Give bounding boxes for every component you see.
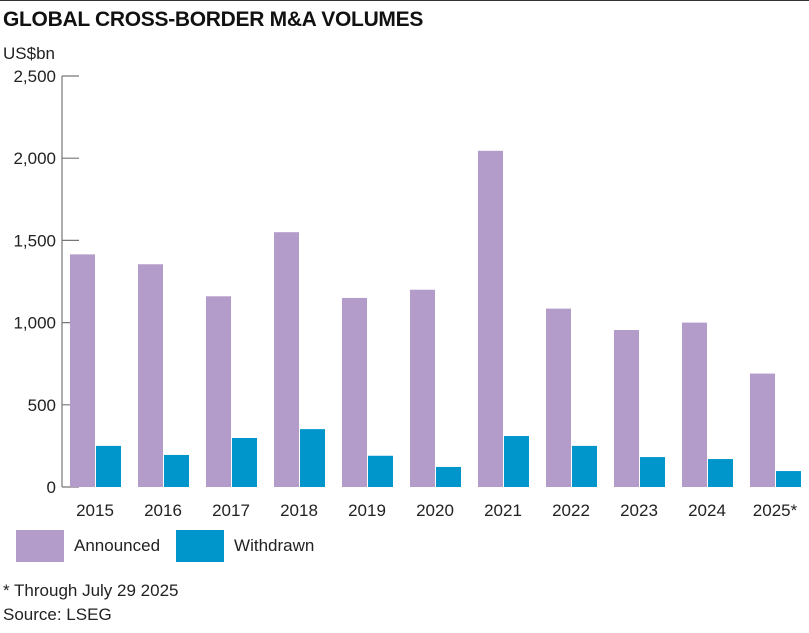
bar-withdrawn-2024 xyxy=(708,459,733,487)
footnote: * Through July 29 2025 xyxy=(3,581,179,600)
chart-title: GLOBAL CROSS-BORDER M&A VOLUMES xyxy=(3,8,424,31)
y-tick-label: 1,500 xyxy=(13,231,56,250)
y-tick-label: 0 xyxy=(47,478,56,497)
x-tick-label: 2016 xyxy=(144,501,182,520)
x-tick-label: 2022 xyxy=(552,501,590,520)
bar-announced-2015 xyxy=(70,254,95,487)
bar-announced-2023 xyxy=(614,329,639,487)
legend-label-announced: Announced xyxy=(74,536,161,555)
bar-withdrawn-2023 xyxy=(640,457,665,487)
legend-swatch-announced xyxy=(16,530,64,562)
bar-withdrawn-2018 xyxy=(300,429,325,487)
bar-withdrawn-2015 xyxy=(96,445,121,487)
x-tick-label: 2018 xyxy=(280,501,318,520)
x-tick-label: 2024 xyxy=(688,501,726,520)
x-tick-label: 2025* xyxy=(753,501,798,520)
bar-announced-2020 xyxy=(410,289,435,487)
x-tick-label: 2015 xyxy=(76,501,114,520)
x-tick-label: 2017 xyxy=(212,501,250,520)
bar-announced-2021 xyxy=(478,150,503,487)
bar-announced-2022 xyxy=(546,308,571,487)
x-tick-label: 2020 xyxy=(416,501,454,520)
bar-withdrawn-2025 xyxy=(776,471,801,487)
x-tick-label: 2019 xyxy=(348,501,386,520)
bar-announced-2016 xyxy=(138,264,163,487)
bar-withdrawn-2022 xyxy=(572,445,597,487)
bar-withdrawn-2017 xyxy=(232,438,257,487)
x-tick-label: 2021 xyxy=(484,501,522,520)
bar-announced-2017 xyxy=(206,296,231,487)
y-tick-label: 2,500 xyxy=(13,67,56,86)
bar-withdrawn-2019 xyxy=(368,455,393,487)
legend-label-withdrawn: Withdrawn xyxy=(234,536,315,555)
y-tick-label: 2,000 xyxy=(13,149,56,168)
bar-withdrawn-2016 xyxy=(164,454,189,487)
bar-announced-2024 xyxy=(682,322,707,487)
y-tick-label: 500 xyxy=(28,396,56,415)
y-axis-label: US$bn xyxy=(3,44,55,63)
legend-swatch-withdrawn xyxy=(176,530,225,562)
bar-announced-2025 xyxy=(750,373,775,487)
source-note: Source: LSEG xyxy=(3,605,112,624)
y-tick-label: 1,000 xyxy=(13,314,56,333)
bar-announced-2019 xyxy=(342,297,367,487)
top-rule xyxy=(0,0,809,1)
bar-withdrawn-2021 xyxy=(504,436,529,487)
x-tick-label: 2023 xyxy=(620,501,658,520)
bar-withdrawn-2020 xyxy=(436,466,461,487)
bar-announced-2018 xyxy=(274,232,299,487)
legend: Announced Withdrawn xyxy=(16,530,314,562)
